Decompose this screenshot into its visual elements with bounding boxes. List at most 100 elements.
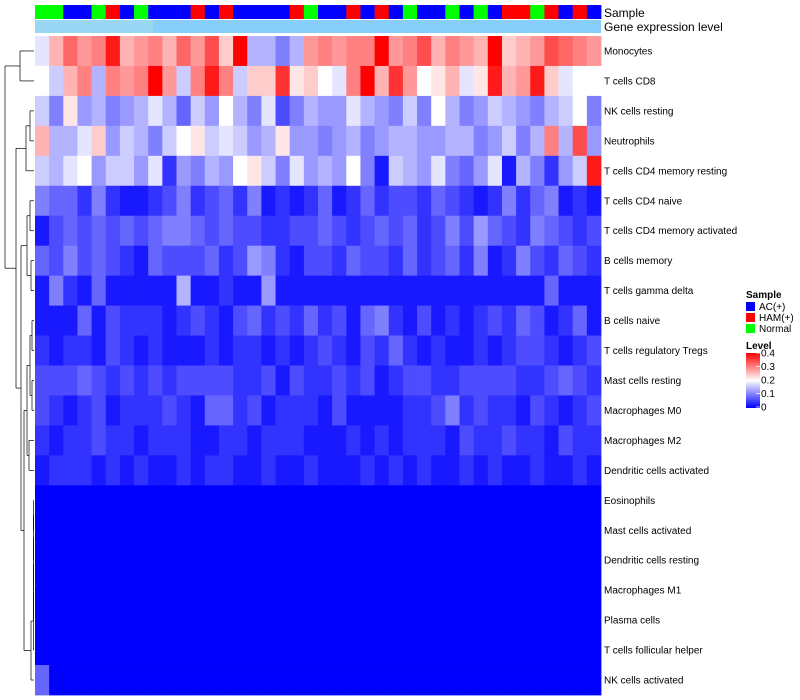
heatmap-cell [445,36,460,67]
heatmap-cell [162,305,177,336]
heatmap-cell [501,305,517,336]
heatmap-cell [261,155,276,187]
heatmap-cell [544,125,559,157]
heatmap-cell [431,665,446,696]
heatmap-cell [445,125,460,157]
heatmap-cell [303,545,319,576]
heatmap-cell [204,545,220,576]
heatmap-cell [77,395,92,426]
heatmap-cell [77,545,92,576]
heatmap-cell [318,275,333,306]
heatmap-cell [49,125,64,157]
row-label: Neutrophils [604,136,655,147]
heatmap-cell [190,545,206,576]
row-label: Macrophages M1 [604,586,682,597]
heatmap-cell [346,545,361,576]
heatmap-cell [148,365,163,396]
heatmap-cell [233,215,248,247]
heatmap-cell [332,395,347,426]
heatmap-cell [303,95,319,127]
heatmap-cell [374,155,390,187]
heatmap-cell [176,425,192,456]
heatmap-cell [63,575,78,606]
sample-annotation-cell [586,5,602,19]
heatmap-cell [516,335,531,366]
heatmap-cell [445,365,460,396]
heatmap-cell [49,215,64,247]
heatmap-cell [49,515,64,546]
heatmap-cell [105,635,121,666]
expression-annotation-bar [35,20,601,33]
heatmap-cell [558,575,574,606]
heatmap-cell [176,605,192,636]
heatmap-cell [148,275,163,306]
heatmap-cell [233,395,248,426]
heatmap-cell [459,515,475,546]
sample-annotation-cell [35,5,50,19]
row-label: T cells CD4 memory resting [604,166,727,177]
heatmap-cell [501,335,517,366]
heatmap-cell [487,605,503,636]
heatmap-cell [176,155,192,187]
heatmap-cell [204,605,220,636]
heatmap-cell [134,485,149,516]
heatmap-cell [275,155,291,187]
heatmap-cell [247,515,262,546]
heatmap-cell [417,665,432,696]
heatmap-cell [402,575,418,606]
heatmap-cell [388,605,404,636]
heatmap-cell [190,335,206,366]
heatmap-cell [318,125,333,157]
heatmap-cell [360,155,375,187]
heatmap-cell [233,515,248,546]
heatmap-cell [162,245,177,277]
heatmap-cell [63,455,78,486]
sample-annotation-cell [473,5,489,19]
heatmap-cell [247,425,262,456]
heatmap-cell [303,665,319,696]
heatmap-cell [388,185,404,217]
heatmap-cell [77,185,92,217]
heatmap-cell [487,125,503,157]
sample-annotation-cell [233,5,248,19]
sample-annotation-cell [303,5,319,19]
heatmap-cell [134,65,149,97]
heatmap-cell [176,365,192,396]
heatmap-cell [544,95,559,127]
heatmap-cell [35,635,50,666]
heatmap-cell [473,125,489,157]
heatmap-cell [445,335,460,366]
heatmap-cell [134,365,149,396]
heatmap-cell [162,95,177,127]
heatmap-cell [162,575,177,606]
heatmap-cell [402,365,418,396]
heatmap-cell [459,395,475,426]
heatmap-cell [275,395,291,426]
heatmap-cell [459,305,475,336]
heatmap-cell [374,425,390,456]
heatmap-cell [35,425,50,456]
heatmap-cell [374,545,390,576]
heatmap-cell [516,95,531,127]
heatmap-cell [303,425,319,456]
heatmap-cell [332,275,347,306]
heatmap-cell [501,395,517,426]
heatmap-cell [303,605,319,636]
heatmap-cell [275,545,291,576]
heatmap-cell [417,65,432,97]
heatmap-cell [204,155,220,187]
heatmap-cell [275,335,291,366]
row-label: B cells memory [604,256,672,267]
heatmap-cell [233,455,248,486]
heatmap-cell [190,305,206,336]
heatmap-cell [417,275,432,306]
heatmap-cell [459,275,475,306]
heatmap-cell [487,395,503,426]
heatmap-cell [119,635,135,666]
heatmap-cell [487,65,503,97]
heatmap-cell [459,155,475,187]
heatmap-cell [572,605,588,636]
heatmap-cell [360,365,375,396]
heatmap-cell [431,335,446,366]
heatmap-cell [530,635,545,666]
